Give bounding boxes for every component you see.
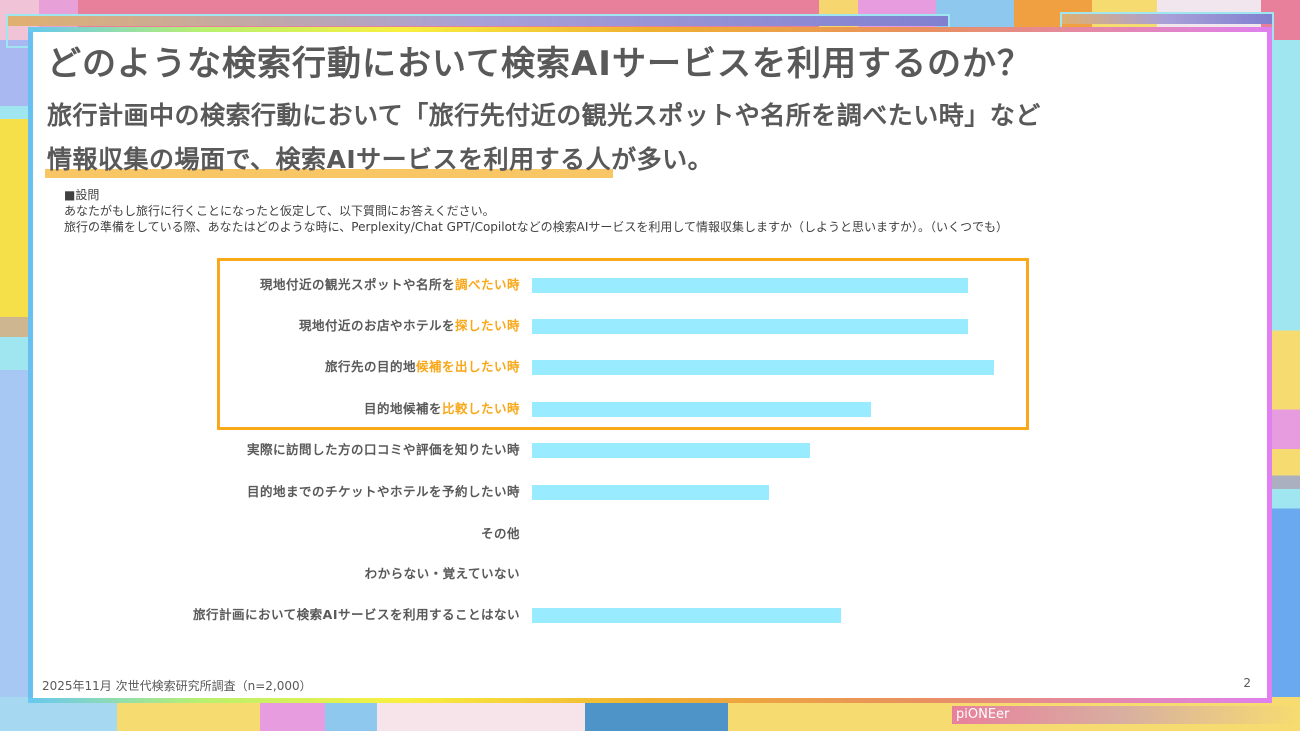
- bar: [532, 608, 841, 623]
- category-label: 目的地までのチケットやホテルを予約したい時: [40, 482, 520, 502]
- category-label-highlight: 候補を出したい時: [415, 359, 520, 374]
- category-label-highlight: 探したい時: [454, 318, 520, 333]
- category-label-text: わからない・覚えていない: [364, 566, 520, 581]
- chart-row: 現地付近のお店やホテルを探したい時: [33, 316, 1267, 336]
- lead-text-rest: が多い。: [611, 145, 714, 174]
- bar-chart: 現地付近の観光スポットや名所を調べたい時 現地付近のお店やホテルを探したい時 旅行先…: [33, 32, 1267, 698]
- chart-row: 目的地候補を比較したい時: [33, 399, 1267, 419]
- page-title: どのような検索行動において検索AIサービスを利用するのか？: [47, 44, 1032, 84]
- slide-frame: どのような検索行動において検索AIサービスを利用するのか？ 旅行計画中の検索行動…: [28, 27, 1272, 703]
- lead-text-line-1: 旅行計画中の検索行動において「旅行先付近の観光スポットや名所を調べたい時」など: [47, 101, 1041, 130]
- category-label-text: 現地付近のお店やホテルを: [298, 318, 455, 333]
- chart-row: 旅行計画において検索AIサービスを利用することはない: [33, 605, 1267, 625]
- bar: [532, 360, 994, 375]
- category-label: 目的地候補を比較したい時: [40, 399, 520, 419]
- category-label-text: 目的地候補を: [363, 401, 442, 416]
- question-line-2: 旅行の準備をしている際、あなたはどのような時に、Perplexity/Chat …: [64, 220, 1009, 234]
- category-label: 現地付近の観光スポットや名所を調べたい時: [40, 275, 520, 295]
- chart-row: 目的地までのチケットやホテルを予約したい時: [33, 482, 1267, 502]
- page-number: 2: [1243, 676, 1251, 690]
- highlight-box: [217, 258, 1029, 430]
- category-label-text: 実際に訪問した方の口コミや評価を知りたい時: [246, 442, 520, 457]
- chart-row: 実際に訪問した方の口コミや評価を知りたい時: [33, 440, 1267, 460]
- category-label-text: 目的地までのチケットやホテルを予約したい時: [246, 484, 520, 499]
- lead-highlight-text: 情報収集の場面で、検索AIサービスを利用する人: [44, 140, 614, 178]
- category-label-text: 現地付近の観光スポットや名所を: [259, 277, 455, 292]
- category-label: その他: [40, 524, 520, 544]
- category-label: 旅行計画において検索AIサービスを利用することはない: [40, 605, 520, 625]
- bar: [532, 402, 871, 417]
- category-label-text: 旅行計画において検索AIサービスを利用することはない: [193, 607, 520, 622]
- chart-row: 旅行先の目的地候補を出したい時: [33, 357, 1267, 377]
- category-label-text: 旅行先の目的地: [324, 359, 416, 374]
- slide: どのような検索行動において検索AIサービスを利用するのか？ 旅行計画中の検索行動…: [33, 32, 1267, 698]
- survey-question: ■設問 あなたがもし旅行に行くことになったと仮定して、以下質問にお答えください。…: [64, 187, 1008, 235]
- source-note: 2025年11月 次世代検索研究所調査（n=2,000）: [42, 679, 312, 693]
- category-label-highlight: 調べたい時: [454, 277, 520, 292]
- category-label-text: その他: [480, 526, 520, 541]
- category-label: わからない・覚えていない: [40, 564, 520, 584]
- category-label: 現地付近のお店やホテルを探したい時: [40, 316, 520, 336]
- question-line-1: あなたがもし旅行に行くことになったと仮定して、以下質問にお答えください。: [64, 204, 495, 218]
- bar: [532, 319, 968, 334]
- brand-label: piONEer: [952, 706, 1300, 724]
- chart-row: わからない・覚えていない: [33, 564, 1267, 584]
- bar: [532, 443, 810, 458]
- question-heading: ■設問: [64, 188, 100, 202]
- bar: [532, 278, 968, 293]
- category-label-highlight: 比較したい時: [441, 401, 520, 416]
- chart-row: 現地付近の観光スポットや名所を調べたい時: [33, 275, 1267, 295]
- bar: [532, 485, 769, 500]
- chart-row: その他: [33, 524, 1267, 544]
- category-label: 旅行先の目的地候補を出したい時: [40, 357, 520, 377]
- lead-text-line-2: 情報収集の場面で、検索AIサービスを利用する人が多い。: [44, 140, 714, 178]
- category-label: 実際に訪問した方の口コミや評価を知りたい時: [40, 440, 520, 460]
